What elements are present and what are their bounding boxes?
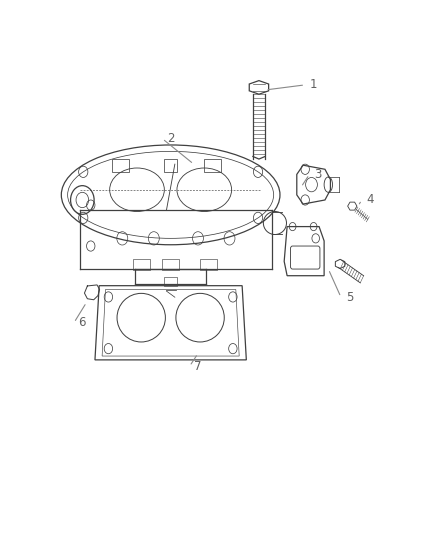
Text: 5: 5 [346,290,353,304]
Text: 7: 7 [194,360,202,373]
Text: 6: 6 [78,316,86,329]
Text: 3: 3 [314,168,321,181]
Text: 1: 1 [310,78,318,91]
Text: 4: 4 [367,193,374,206]
Text: 2: 2 [167,132,174,145]
